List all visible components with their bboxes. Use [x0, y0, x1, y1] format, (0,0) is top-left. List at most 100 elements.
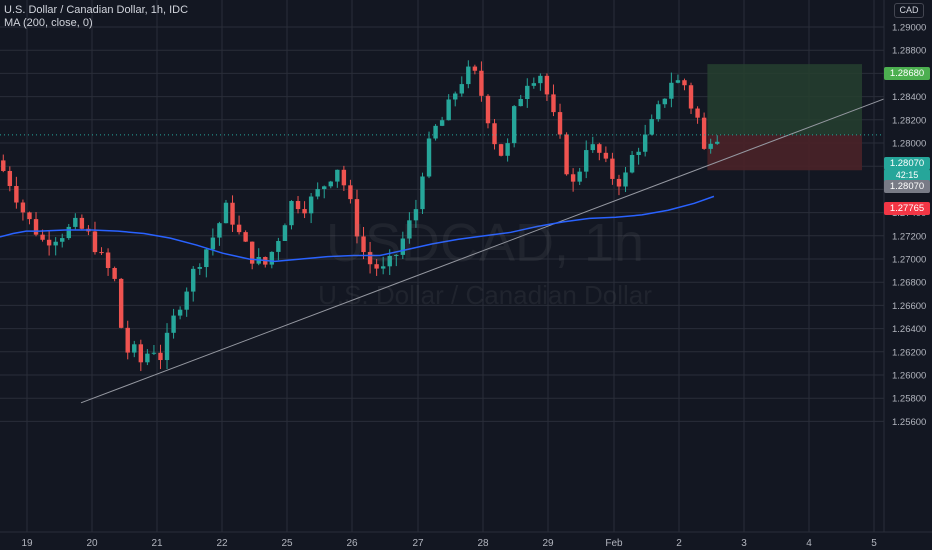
- stop-loss-zone: [707, 134, 862, 171]
- indicator-legend[interactable]: MA (200, close, 0): [4, 17, 93, 29]
- candle-body: [217, 223, 222, 238]
- symbol-title[interactable]: U.S. Dollar / Canadian Dollar, 1h, IDC: [4, 4, 189, 16]
- candle-body: [603, 152, 609, 159]
- price-axis-label: 1.26200: [892, 347, 926, 358]
- candle-body: [387, 255, 392, 267]
- candle-body: [138, 344, 144, 363]
- time-axis-bg: [0, 532, 932, 550]
- candle-body: [400, 238, 406, 255]
- candle-body: [426, 138, 432, 177]
- candle-body: [584, 150, 589, 172]
- candle-body: [204, 249, 209, 268]
- candle-body: [649, 119, 654, 135]
- candle-body: [92, 231, 98, 253]
- bar-countdown-tag: 42:15: [884, 169, 930, 182]
- candle-body: [99, 252, 104, 254]
- candle-body: [695, 108, 700, 118]
- candle-body: [688, 85, 694, 109]
- candle-body: [485, 95, 491, 124]
- price-axis-label: 1.27200: [892, 231, 926, 242]
- candle-body: [616, 178, 622, 187]
- ma-line-layer: [0, 195, 715, 263]
- candle-body: [708, 143, 713, 149]
- currency-badge[interactable]: CAD: [894, 3, 924, 18]
- candle-body: [518, 99, 523, 107]
- time-axis-label: 27: [412, 538, 424, 549]
- candle-body: [656, 104, 661, 120]
- candle-body: [197, 267, 202, 269]
- candle-body: [158, 352, 163, 361]
- candle-body: [125, 327, 130, 353]
- time-axis-label: 19: [21, 538, 33, 549]
- time-axis-label: 5: [871, 538, 877, 549]
- candle-body: [335, 169, 340, 182]
- candle-body: [642, 134, 648, 152]
- price-axis-label: 1.25800: [892, 394, 926, 405]
- candle-body: [557, 112, 563, 135]
- last-price-tag: 1.28070: [884, 157, 930, 170]
- candle-body: [380, 266, 386, 269]
- candle-body: [289, 201, 294, 226]
- candle-body: [164, 332, 170, 361]
- candle-body: [171, 315, 176, 333]
- time-axis-label: 2: [676, 538, 682, 549]
- candle-body: [322, 186, 327, 190]
- candle-body: [151, 352, 157, 354]
- candle-body: [361, 236, 366, 253]
- candle-body: [354, 199, 360, 237]
- price-axis-label: 1.25600: [892, 417, 926, 428]
- time-axis-label: 20: [86, 538, 98, 549]
- price-axis-label: 1.28800: [892, 46, 926, 57]
- candle-body: [20, 202, 26, 213]
- candle-body: [446, 99, 451, 121]
- candle-body: [367, 252, 373, 265]
- take-profit-zone: [707, 64, 862, 135]
- time-axis-label: 21: [151, 538, 163, 549]
- time-axis-label: 22: [216, 538, 228, 549]
- candle-body: [66, 226, 71, 239]
- take-profit-price-tag: 1.28680: [884, 67, 930, 80]
- chart-grid: [0, 0, 884, 532]
- candle-body: [295, 201, 301, 210]
- candle-body: [132, 344, 137, 353]
- candle-body: [636, 151, 641, 155]
- candle-body: [544, 75, 550, 95]
- candle-body: [525, 85, 530, 100]
- candle-body: [282, 225, 288, 242]
- candle-body: [669, 82, 674, 99]
- candle-body: [682, 80, 687, 86]
- trendline-layer: [80, 98, 885, 404]
- time-axis-label: 3: [741, 538, 747, 549]
- candle-body: [675, 80, 681, 83]
- candle-body: [492, 123, 497, 145]
- ma-price-tag: 1.28070: [884, 180, 930, 193]
- candle-body: [538, 75, 543, 84]
- candle-body: [33, 219, 39, 235]
- price-axis-label: 1.29000: [892, 23, 926, 34]
- candle-body: [577, 171, 582, 182]
- time-axis-label: 26: [346, 538, 358, 549]
- candle-body: [505, 143, 510, 156]
- price-axis: 1.290001.288001.286001.284001.282001.280…: [883, 0, 932, 550]
- support-trendline: [80, 98, 885, 404]
- time-axis-label: 25: [281, 538, 293, 549]
- candle-body: [511, 106, 517, 144]
- candle-body: [184, 291, 189, 310]
- candle-body: [472, 66, 478, 71]
- candle-body: [40, 234, 45, 240]
- candle-body: [60, 238, 65, 242]
- candle-body: [112, 268, 117, 279]
- candle-body: [590, 144, 595, 151]
- candle-body: [394, 254, 399, 256]
- candle-body: [348, 185, 353, 200]
- price-axis-label: 1.26800: [892, 278, 926, 289]
- candle-body: [145, 353, 150, 363]
- price-axis-label: 1.27000: [892, 255, 926, 266]
- candle-body: [629, 154, 635, 173]
- candle-body: [230, 202, 235, 225]
- candle-body: [14, 186, 19, 203]
- candle-body: [328, 181, 333, 187]
- price-axis-label: 1.28000: [892, 139, 926, 150]
- candle-body: [433, 125, 438, 139]
